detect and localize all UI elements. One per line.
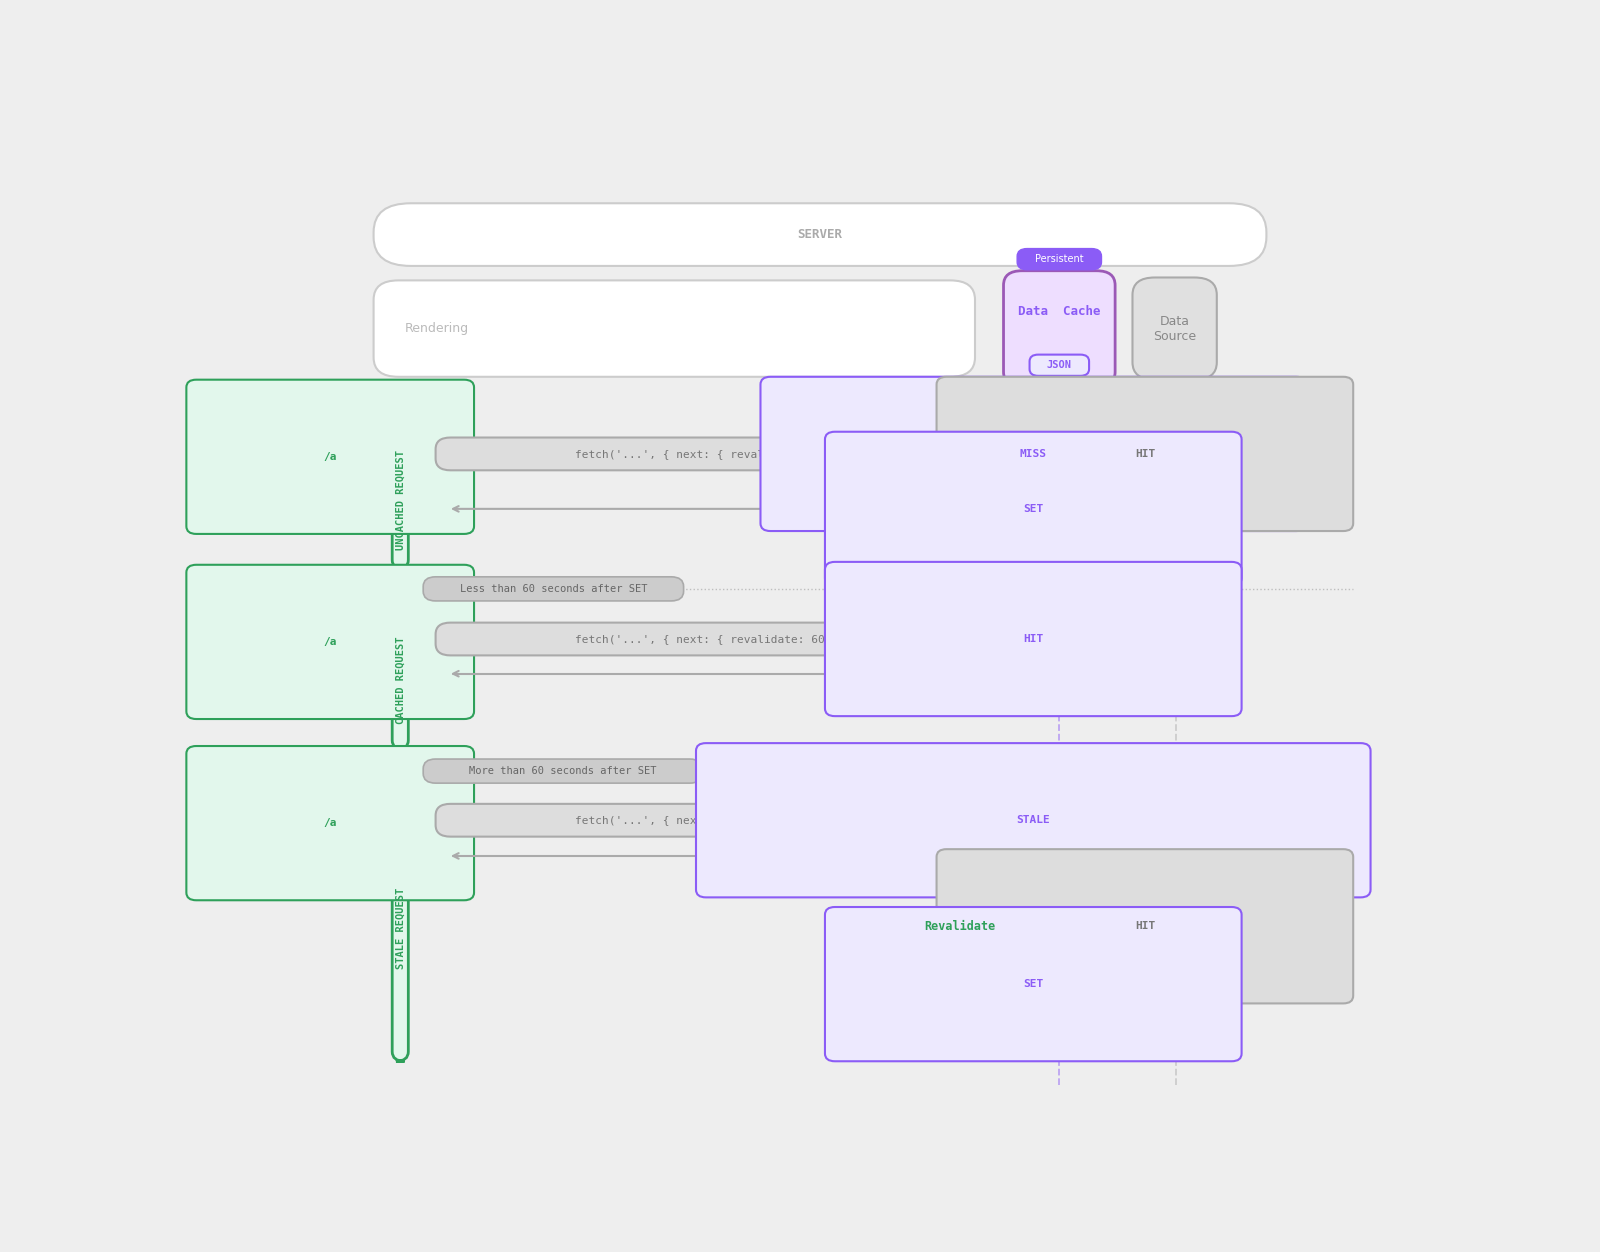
- Text: HIT: HIT: [1022, 634, 1043, 644]
- Text: SERVER: SERVER: [797, 228, 843, 242]
- FancyBboxPatch shape: [904, 911, 1016, 942]
- FancyBboxPatch shape: [392, 429, 408, 570]
- Text: HIT: HIT: [1134, 449, 1155, 459]
- FancyBboxPatch shape: [435, 437, 997, 471]
- FancyBboxPatch shape: [826, 432, 1242, 586]
- FancyBboxPatch shape: [936, 377, 1354, 531]
- Text: Data
Source: Data Source: [1154, 314, 1197, 343]
- FancyBboxPatch shape: [186, 565, 474, 719]
- FancyBboxPatch shape: [374, 203, 1267, 265]
- FancyBboxPatch shape: [392, 610, 408, 750]
- Text: ⌞: ⌞: [301, 442, 307, 457]
- FancyBboxPatch shape: [1029, 354, 1090, 376]
- Text: HIT: HIT: [1134, 921, 1155, 931]
- FancyBboxPatch shape: [186, 379, 474, 533]
- FancyBboxPatch shape: [826, 906, 1242, 1062]
- Text: Less than 60 seconds after SET: Less than 60 seconds after SET: [459, 583, 646, 593]
- FancyBboxPatch shape: [696, 744, 1371, 898]
- Text: STALE: STALE: [1016, 815, 1050, 825]
- FancyBboxPatch shape: [826, 562, 1242, 716]
- Text: Rendering: Rendering: [405, 322, 469, 336]
- Text: UNCACHED REQUEST: UNCACHED REQUEST: [395, 449, 405, 550]
- FancyBboxPatch shape: [936, 849, 1354, 1003]
- Text: JSON: JSON: [1046, 361, 1072, 371]
- Text: /a: /a: [323, 818, 338, 828]
- Text: Revalidate: Revalidate: [925, 920, 995, 933]
- FancyBboxPatch shape: [1018, 249, 1101, 269]
- FancyBboxPatch shape: [186, 746, 474, 900]
- FancyBboxPatch shape: [435, 622, 997, 655]
- FancyBboxPatch shape: [1133, 278, 1218, 379]
- Text: SET: SET: [1022, 979, 1043, 989]
- FancyBboxPatch shape: [760, 377, 1306, 531]
- Text: STALE REQUEST: STALE REQUEST: [395, 888, 405, 969]
- FancyBboxPatch shape: [422, 577, 683, 601]
- Text: SET: SET: [1022, 503, 1043, 513]
- Text: MISS: MISS: [1019, 449, 1046, 459]
- FancyBboxPatch shape: [392, 796, 408, 1062]
- FancyBboxPatch shape: [422, 759, 702, 784]
- FancyBboxPatch shape: [435, 804, 997, 836]
- Text: fetch('...', { next: { revalidate: 60 } }): fetch('...', { next: { revalidate: 60 } …: [574, 634, 858, 644]
- Text: /a: /a: [323, 637, 338, 647]
- Text: fetch('...', { next: { revalidate: 60 } }): fetch('...', { next: { revalidate: 60 } …: [574, 449, 858, 459]
- Text: /a: /a: [323, 452, 338, 462]
- Text: ⌞: ⌞: [301, 627, 307, 642]
- Text: ⌞: ⌞: [301, 808, 307, 823]
- Text: fetch('...', { next: { revalidate: 60 } }): fetch('...', { next: { revalidate: 60 } …: [574, 815, 858, 825]
- Text: Persistent: Persistent: [1035, 254, 1083, 264]
- Text: CACHED REQUEST: CACHED REQUEST: [395, 636, 405, 724]
- Text: Data  Cache: Data Cache: [1018, 304, 1101, 318]
- FancyBboxPatch shape: [1003, 270, 1115, 387]
- Text: More than 60 seconds after SET: More than 60 seconds after SET: [469, 766, 656, 776]
- FancyBboxPatch shape: [374, 280, 974, 377]
